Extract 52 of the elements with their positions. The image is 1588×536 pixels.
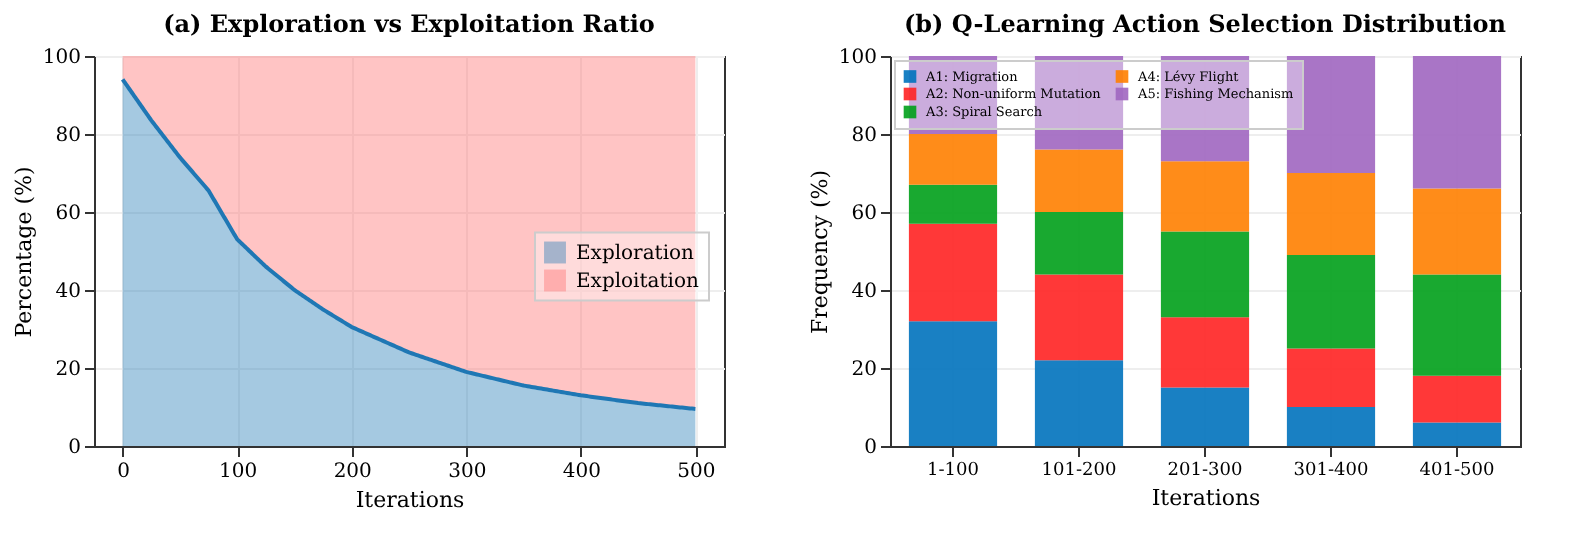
bar <box>1412 422 1502 446</box>
y-tick-label: 20 <box>851 359 877 381</box>
bar <box>1160 317 1250 388</box>
bar <box>1160 161 1250 232</box>
legend-label: Exploitation <box>576 270 700 293</box>
x-axis-title: Iterations <box>355 487 466 513</box>
y-tick-label: 80 <box>851 125 877 147</box>
x-tick-label: 100 <box>219 461 258 483</box>
y-tick-label: 100 <box>42 47 81 69</box>
y-tick-label: 20 <box>55 359 81 381</box>
y-tick-label: 60 <box>851 203 877 225</box>
bar <box>1160 387 1250 446</box>
legend-label: Exploration <box>576 242 696 265</box>
bar <box>1286 348 1376 407</box>
bar <box>1160 231 1250 318</box>
bar <box>1412 188 1502 275</box>
bar <box>1034 360 1124 446</box>
bar <box>908 134 998 185</box>
y-axis-title: Percentage (%) <box>10 166 37 338</box>
bar <box>1286 407 1376 446</box>
x-tick-label: 301-400 <box>1293 461 1369 481</box>
x-tick-label: 300 <box>448 461 487 483</box>
y-tick-label: 40 <box>55 281 81 303</box>
bar <box>908 223 998 322</box>
y-tick-label: 60 <box>55 203 81 225</box>
bar <box>1412 375 1502 423</box>
x-tick-label: 400 <box>562 461 601 483</box>
x-axis-title: Iterations <box>1151 485 1262 511</box>
y-tick-label: 40 <box>851 281 877 303</box>
bar <box>1412 274 1502 376</box>
x-tick-label: 401-500 <box>1419 461 1495 481</box>
bar <box>908 184 998 224</box>
bar <box>1286 254 1376 349</box>
chart-title: (a) Exploration vs Exploitation Ratio <box>163 10 655 38</box>
chart-title: (b) Q-Learning Action Selection Distribution <box>903 10 1507 38</box>
bar <box>1034 212 1124 275</box>
y-tick-label: 0 <box>68 437 81 459</box>
x-tick-label: 1-100 <box>927 461 980 481</box>
bar <box>1286 173 1376 255</box>
bar <box>1034 274 1124 361</box>
x-tick-label: 500 <box>677 461 716 483</box>
y-tick-label: 0 <box>864 437 877 459</box>
y-tick-label: 100 <box>838 47 877 69</box>
x-tick-label: 201-300 <box>1167 461 1243 481</box>
x-tick-label: 0 <box>117 461 131 483</box>
y-axis-title: Frequency (%) <box>806 169 833 335</box>
bar <box>1034 149 1124 212</box>
x-tick-label: 101-200 <box>1041 461 1117 481</box>
x-tick-label: 200 <box>333 461 372 483</box>
bar <box>908 321 998 446</box>
y-tick-label: 80 <box>55 125 81 147</box>
bar <box>1412 56 1502 189</box>
